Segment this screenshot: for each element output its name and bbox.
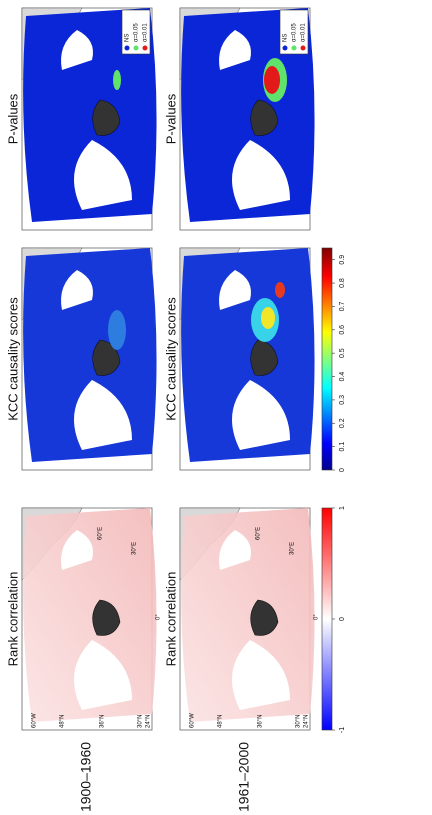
graticule-label: 60°W bbox=[32, 713, 38, 728]
graticule-label: 48°N bbox=[218, 715, 224, 728]
graticule-label: 30°E bbox=[290, 542, 296, 555]
graticule-label: 30°N bbox=[296, 715, 302, 728]
panel-title: Rank correlation bbox=[5, 572, 20, 667]
graticule-label: 30°N bbox=[138, 715, 144, 728]
map-panel bbox=[21, 247, 157, 471]
colorbar-tick-label: 0 bbox=[339, 468, 346, 472]
colorbar bbox=[321, 247, 333, 471]
sea-dark bbox=[250, 339, 279, 376]
legend: NS α=0.05 α=0.01 bbox=[121, 9, 151, 55]
graticule-label: 48°N bbox=[60, 715, 66, 728]
colorbar-tick-label: 0.4 bbox=[339, 372, 346, 382]
significant-area bbox=[113, 70, 121, 90]
hotspot bbox=[275, 282, 285, 298]
colorbar-tick-label: 0.5 bbox=[339, 348, 346, 358]
panel-title: KCC causality scores bbox=[5, 297, 20, 421]
sea-dark bbox=[250, 599, 279, 636]
missing-area bbox=[232, 640, 290, 710]
colorbar-tick-label: 0.2 bbox=[339, 418, 346, 428]
significant-area bbox=[264, 66, 280, 94]
missing-area bbox=[61, 530, 93, 570]
missing-area bbox=[232, 380, 290, 450]
hotspot bbox=[261, 307, 275, 329]
missing-area bbox=[232, 140, 290, 210]
panel-title: Rank correlation bbox=[163, 572, 178, 667]
missing-area bbox=[219, 270, 251, 310]
legend-marker bbox=[124, 45, 130, 51]
legend-marker bbox=[133, 45, 139, 51]
graticule-label: 0° bbox=[156, 614, 162, 620]
graticule-label: 60°E bbox=[98, 527, 104, 540]
colorbar-tick-label: 0 bbox=[339, 617, 346, 621]
sea-dark bbox=[92, 99, 121, 136]
colorbar-tick-label: 0.8 bbox=[339, 278, 346, 288]
legend-label: α=0.05 bbox=[134, 23, 140, 42]
colorbar bbox=[321, 507, 333, 731]
legend-label: α=0.05 bbox=[292, 23, 298, 42]
graticule-label: 24°N bbox=[146, 715, 152, 728]
legend-marker bbox=[282, 45, 288, 51]
map-panel bbox=[179, 247, 315, 471]
colorbar-tick-label: 0.1 bbox=[339, 442, 346, 452]
missing-area bbox=[74, 640, 132, 710]
colorbar-tick-label: 0.7 bbox=[339, 301, 346, 311]
graticule-label: 30°E bbox=[132, 542, 138, 555]
missing-area bbox=[74, 380, 132, 450]
sea-dark bbox=[92, 599, 121, 636]
legend-label: α=0.01 bbox=[143, 23, 149, 42]
row-label: 1961–2000 bbox=[236, 742, 252, 812]
map-panel: NS α=0.05 α=0.01 bbox=[179, 7, 315, 231]
sea-dark bbox=[250, 99, 279, 136]
missing-area bbox=[61, 30, 93, 70]
legend-marker bbox=[291, 45, 297, 51]
graticule-label: 0° bbox=[314, 614, 320, 620]
graticule-label: 24°N bbox=[304, 715, 310, 728]
colorbar-tick-label: 1 bbox=[339, 506, 346, 510]
legend-label: NS bbox=[125, 34, 131, 42]
legend-label: NS bbox=[283, 34, 289, 42]
panel-title: KCC causality scores bbox=[163, 297, 178, 421]
legend-box bbox=[279, 9, 309, 55]
colorbar-tick-label: 0.9 bbox=[339, 255, 346, 265]
graticule-label: 60°W bbox=[190, 713, 196, 728]
map-panel: 60°W 48°N 36°N 30°N 24°N 0° 30°E 60°E bbox=[21, 507, 162, 731]
missing-area bbox=[61, 270, 93, 310]
panel-title: P-values bbox=[163, 93, 178, 144]
hotspot bbox=[108, 310, 126, 350]
legend: NS α=0.05 α=0.01 bbox=[279, 9, 309, 55]
panel-title: P-values bbox=[5, 93, 20, 144]
map-panel: NS α=0.05 α=0.01 bbox=[21, 7, 157, 231]
legend-marker bbox=[142, 45, 148, 51]
graticule-label: 36°N bbox=[258, 715, 264, 728]
colorbar-tick-label: -1 bbox=[339, 727, 346, 733]
missing-area bbox=[219, 530, 251, 570]
graticule-label: 36°N bbox=[100, 715, 106, 728]
missing-area bbox=[219, 30, 251, 70]
colorbar-tick-label: 0.6 bbox=[339, 325, 346, 335]
legend-marker bbox=[300, 45, 306, 51]
row-label: 1900–1960 bbox=[78, 742, 94, 812]
map-panel: 60°W 48°N 36°N 30°N 24°N 0° 30°E 60°E bbox=[179, 507, 320, 731]
graticule-label: 60°E bbox=[256, 527, 262, 540]
missing-area bbox=[74, 140, 132, 210]
legend-label: α=0.01 bbox=[301, 23, 307, 42]
colorbar-tick-label: 0.3 bbox=[339, 395, 346, 405]
legend-box bbox=[121, 9, 151, 55]
